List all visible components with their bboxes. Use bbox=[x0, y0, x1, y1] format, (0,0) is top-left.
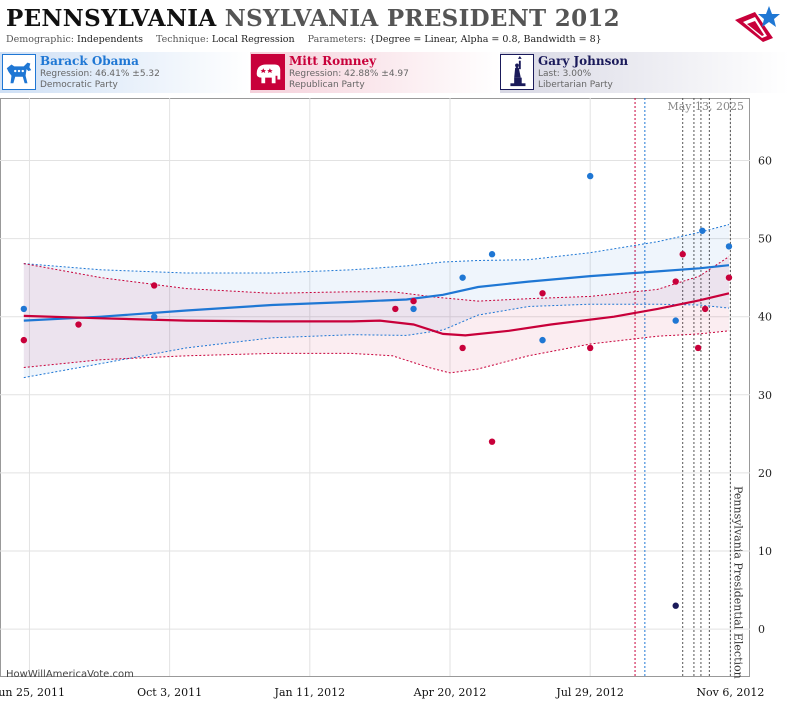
data-point bbox=[151, 313, 158, 320]
chart-title: PENNSYLVANIA NSYLVANIA PRESIDENT 2012 bbox=[6, 5, 620, 32]
data-point bbox=[539, 336, 546, 344]
y-tick-label: 0 bbox=[758, 623, 765, 636]
candidate-party: Libertarian Party bbox=[538, 80, 613, 90]
parameters-label: Parameters: bbox=[307, 34, 367, 45]
donkey-icon bbox=[2, 54, 36, 90]
candidate-name: Barack Obama bbox=[40, 54, 139, 68]
lower-bound-line bbox=[23, 303, 730, 379]
plot-area: 0 10 20 30 40 50 60 Jun 25, 2011 Oct 3, 2011 Jan … bbox=[0, 96, 789, 704]
candidate-obama: Barack Obama Regression: 46.41% ±5.32 De… bbox=[2, 52, 248, 94]
data-point bbox=[586, 172, 594, 180]
candidate-name: Gary Johnson bbox=[538, 54, 629, 68]
regression-line bbox=[23, 292, 730, 337]
data-point bbox=[459, 274, 466, 281]
candidate-legend-background bbox=[0, 52, 789, 93]
data-point bbox=[672, 278, 679, 285]
x-tick-label: Oct 3, 2011 bbox=[137, 686, 202, 699]
data-point bbox=[75, 321, 82, 328]
plot-frame bbox=[0, 98, 750, 677]
data-point bbox=[725, 243, 733, 250]
x-tick-label: Jun 25, 2011 bbox=[0, 686, 65, 699]
star-logo-icon bbox=[735, 6, 780, 42]
confidence-band bbox=[23, 256, 730, 373]
candidate-regression: Regression: 46.41% ±5.32 bbox=[40, 69, 160, 79]
title-race: NSYLVANIA PRESIDENT 2012 bbox=[224, 5, 620, 32]
candidate-romney: Mitt Romney Regression: 42.88% ±4.97 Rep… bbox=[251, 52, 497, 94]
data-point bbox=[488, 438, 496, 445]
data-point bbox=[410, 305, 417, 313]
footer-site: HowWillAmericaVote.com bbox=[6, 669, 134, 680]
demographic-label: Demographic: bbox=[6, 34, 75, 45]
regression-line bbox=[23, 264, 730, 322]
data-point bbox=[679, 251, 686, 258]
lower-bound-line bbox=[23, 330, 730, 374]
data-point bbox=[699, 227, 706, 234]
data-point bbox=[20, 336, 28, 344]
data-point bbox=[672, 317, 679, 324]
data-point bbox=[701, 305, 709, 313]
y-tick-label: 10 bbox=[758, 545, 772, 558]
data-point bbox=[20, 305, 28, 313]
data-point bbox=[539, 290, 546, 297]
data-point bbox=[392, 305, 399, 313]
technique-value: Local Regression bbox=[211, 34, 295, 45]
data-point bbox=[459, 344, 466, 352]
x-tick-label: Jul 29, 2012 bbox=[555, 686, 624, 699]
election-label: Pennsylvania Presidential Election bbox=[731, 486, 744, 679]
candidate-party: Republican Party bbox=[289, 80, 365, 90]
data-point bbox=[694, 344, 702, 352]
title-state: PENNSYLVANIA bbox=[6, 5, 217, 32]
regression-chart: 0 10 20 30 40 50 60 Jun 25, 2011 Oct 3, 2011 Jan … bbox=[0, 98, 772, 699]
data-point bbox=[725, 274, 733, 281]
y-tick-label: 50 bbox=[758, 233, 772, 246]
statue-of-liberty-icon bbox=[500, 54, 534, 90]
y-tick-label: 40 bbox=[758, 311, 772, 324]
y-tick-label: 60 bbox=[758, 154, 772, 167]
data-point bbox=[410, 297, 417, 305]
x-tick-label: Jan 11, 2012 bbox=[274, 686, 346, 699]
demographic-value: Independents bbox=[77, 34, 143, 45]
candidate-regression: Regression: 42.88% ±4.97 bbox=[289, 69, 409, 79]
parameters-value: {Degree = Linear, Alpha = 0.8, Bandwidth… bbox=[369, 34, 602, 45]
x-tick-label: Apr 20, 2012 bbox=[413, 686, 487, 699]
method-parameters: Demographic: Independents Technique: Loc… bbox=[6, 34, 602, 45]
y-tick-label: 20 bbox=[758, 467, 772, 480]
data-point bbox=[586, 344, 594, 352]
candidate-name: Mitt Romney bbox=[289, 54, 377, 68]
elephant-icon bbox=[251, 54, 285, 90]
data-point bbox=[488, 251, 496, 258]
data-point bbox=[151, 282, 158, 289]
technique-label: Technique: bbox=[156, 34, 209, 45]
candidate-last-poll: Last: 3.00% bbox=[538, 69, 592, 79]
candidate-johnson: Gary Johnson Last: 3.00% Libertarian Par… bbox=[500, 52, 780, 94]
upper-bound-line bbox=[23, 256, 730, 302]
candidate-legend: Barack Obama Regression: 46.41% ±5.32 De… bbox=[0, 52, 789, 96]
date-stamp: May 13, 2025 bbox=[667, 100, 744, 113]
data-point bbox=[672, 602, 679, 609]
candidate-party: Democratic Party bbox=[40, 80, 118, 90]
y-tick-label: 30 bbox=[758, 389, 772, 402]
x-tick-label: Nov 6, 2012 bbox=[696, 686, 764, 699]
chart-header: PENNSYLVANIA NSYLVANIA PRESIDENT 2012 De… bbox=[0, 0, 789, 52]
